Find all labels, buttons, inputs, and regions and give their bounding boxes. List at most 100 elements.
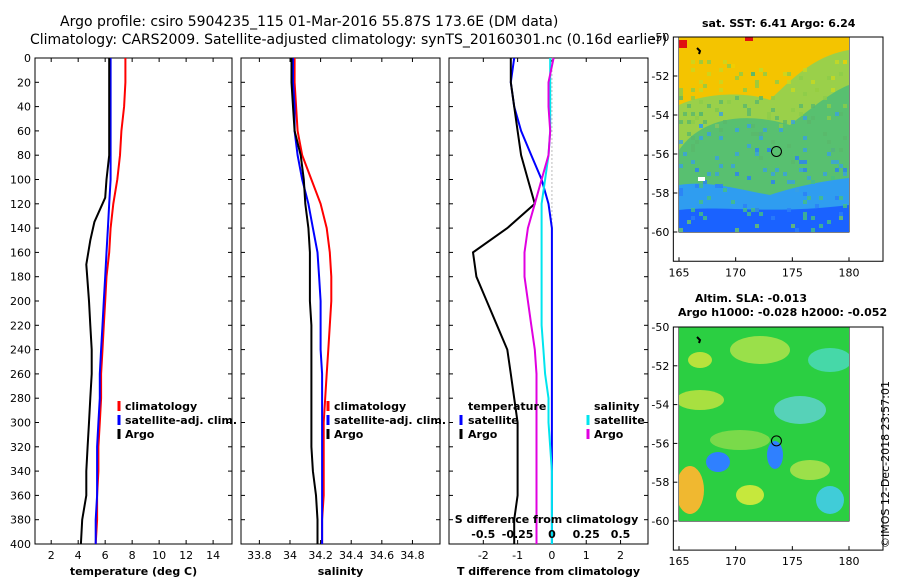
sst-pixel [743, 208, 747, 212]
sst-pixel [843, 136, 847, 140]
temperature-xtick-label: 10 [152, 549, 166, 562]
salinity-legend-label: climatology [334, 400, 406, 413]
sst-pixel [791, 88, 795, 92]
sst-pixel [823, 132, 827, 136]
sst-pixel [747, 144, 751, 148]
difference-panel: -2 -1 0 1 2 T difference from climatology S di… [448, 57, 649, 578]
figure-title-line1: Argo profile: csiro 5904235_115 01-Mar-2… [60, 14, 558, 30]
sst-pixel [699, 60, 703, 64]
salinity-xtick-label: 34 [283, 549, 297, 562]
sst-pixel [699, 124, 703, 128]
sst-pixel [755, 84, 759, 88]
sst-pixel [843, 60, 847, 64]
sst-pixel [695, 184, 699, 188]
sla_map-ytick-label: -52 [651, 360, 669, 373]
sst-pixel [719, 128, 723, 132]
sst-pixel [719, 100, 723, 104]
sst-pixel [839, 196, 843, 200]
sla_map-xtick-label: 175 [782, 555, 803, 568]
sla-blob [706, 452, 730, 472]
sst-landmask-white [698, 177, 705, 181]
sst-pixel [831, 176, 835, 180]
sst-pixel [771, 172, 775, 176]
sst-pixel [803, 192, 807, 196]
sst-pixel [803, 92, 807, 96]
temperature-xtick-label: 8 [129, 549, 136, 562]
sst-pixel [835, 196, 839, 200]
sst-pixel [803, 136, 807, 140]
sst-pixel [791, 160, 795, 164]
difference-legend-right-label: satellite [594, 414, 645, 427]
sst-pixel [835, 168, 839, 172]
sst-pixel [755, 224, 759, 228]
sst-pixel [683, 112, 687, 116]
sla_map-ytick-label: -50 [651, 321, 669, 334]
sst-pixel [695, 116, 699, 120]
difference-s-tick-label: -0.25 [502, 528, 534, 541]
sst-pixel [767, 112, 771, 116]
sst-pixel [767, 116, 771, 120]
sst-pixel [679, 92, 683, 96]
sst-pixel [815, 88, 819, 92]
sst-pixel [687, 104, 691, 108]
sst-pixel [807, 196, 811, 200]
sst-pixel [679, 120, 683, 124]
sst-pixel [747, 212, 751, 216]
depth-tick-label: 300 [10, 417, 31, 430]
sst-pixel [715, 156, 719, 160]
salinity-legend-label: satellite-adj. clim. [334, 414, 446, 427]
depth-tick-label: 100 [10, 174, 31, 187]
depth-tick-label: 360 [10, 489, 31, 502]
sst-pixel [839, 112, 843, 116]
sst-pixel [827, 152, 831, 156]
sst-pixel [691, 68, 695, 72]
sst-pixel [699, 112, 703, 116]
sst-map-title: sat. SST: 6.41 Argo: 6.24 [702, 17, 856, 30]
sst-pixel [691, 96, 695, 100]
sst-pixel [747, 112, 751, 116]
sla_map-xtick-label: 170 [725, 555, 746, 568]
sst-pixel [803, 160, 807, 164]
sst-pixel [759, 156, 763, 160]
sla_map-xtick-label: 165 [669, 555, 690, 568]
sst_map-xtick-label: 175 [782, 266, 803, 279]
sst-pixel [839, 216, 843, 220]
sst-pixel [679, 140, 683, 144]
sst-pixel [687, 132, 691, 136]
sst-pixel [695, 168, 699, 172]
temperature-series-satellite-adj-clim- [94, 58, 112, 544]
sst-pixel [731, 64, 735, 68]
sst-pixel [759, 96, 763, 100]
depth-tick-label: 220 [10, 319, 31, 332]
sst-pixel [735, 128, 739, 132]
sst-pixel [815, 204, 819, 208]
sst-pixel [823, 96, 827, 100]
difference-xtick-label: -2 [478, 549, 489, 562]
difference-legend-right-title: salinity [594, 400, 640, 413]
sla-blob [688, 352, 712, 368]
sst-pixel [719, 88, 723, 92]
sst-pixel [715, 184, 719, 188]
sst-pixel [803, 200, 807, 204]
sst_map-xtick-label: 165 [669, 266, 690, 279]
salinity-xtick-label: 34.4 [339, 549, 364, 562]
sst-pixel [691, 160, 695, 164]
temperature-legend-label: satellite-adj. clim. [125, 414, 237, 427]
sst-pixel [747, 108, 751, 112]
sst-pixel [715, 172, 719, 176]
sst-pixel [699, 88, 703, 92]
sla-blob [774, 396, 826, 424]
sst-pixel [691, 216, 695, 220]
sst-pixel [755, 152, 759, 156]
sst-pixel [755, 208, 759, 212]
sst-pixel [719, 184, 723, 188]
sst-pixel [799, 168, 803, 172]
sst-pixel [803, 216, 807, 220]
sst-pixel [691, 112, 695, 116]
sst-pixel [679, 192, 683, 196]
sst-pixel [699, 136, 703, 140]
difference-xtick-label: 1 [583, 549, 590, 562]
sla-blob [679, 390, 724, 410]
sst-pixel [723, 188, 727, 192]
sst-pixel [811, 80, 815, 84]
